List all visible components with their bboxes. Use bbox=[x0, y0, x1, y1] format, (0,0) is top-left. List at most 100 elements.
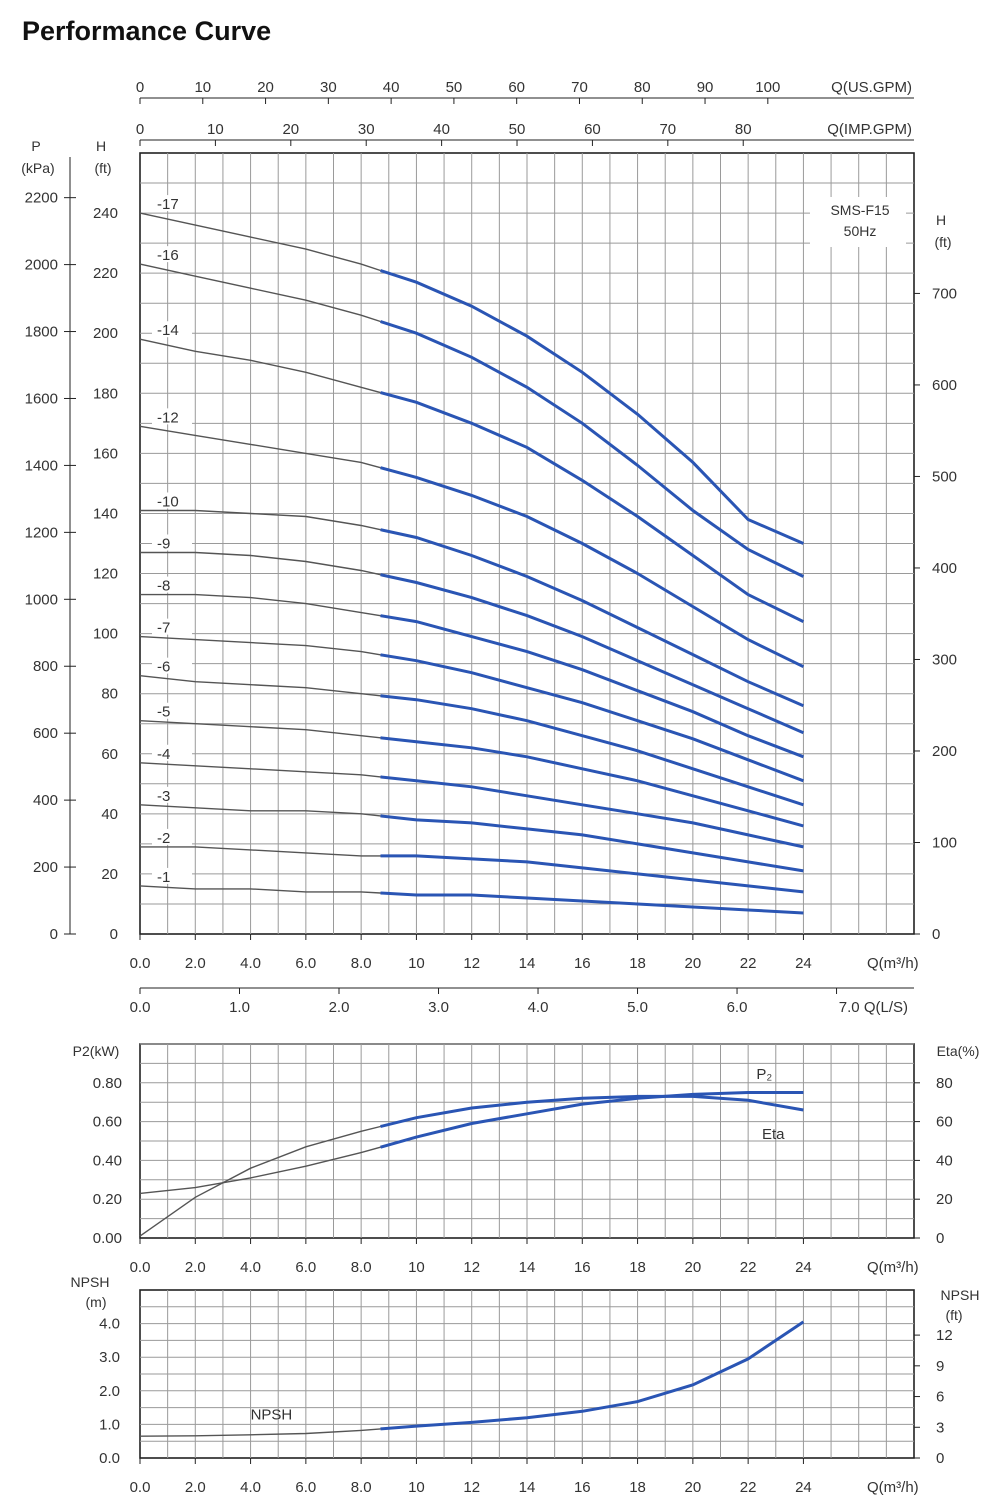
stage-label-bg bbox=[152, 744, 192, 761]
x-tick-label: 2.0 bbox=[185, 955, 206, 972]
head-curve-blue bbox=[380, 391, 805, 623]
p-kpa-tick-label: 2200 bbox=[25, 190, 58, 207]
head-curve-blue bbox=[380, 854, 804, 894]
npsh-panel: 0.0 1.0 2.0 3.0 4.0 NPSH (m) 0 3 6 9 12 NPSH (ft) NPSH… bbox=[71, 1274, 980, 1496]
head-curve-gray bbox=[139, 762, 381, 778]
x-tick-label: 0.0 bbox=[130, 1259, 151, 1276]
x-tick-label: 0.0 bbox=[130, 1479, 151, 1496]
ls-axis-tick-label: 5.0 bbox=[627, 999, 648, 1016]
p2-tick-label: 0.00 bbox=[93, 1230, 122, 1247]
top-axis-tick-label: 0 bbox=[136, 121, 144, 138]
stage-label: -8 bbox=[157, 578, 170, 595]
stage-label-bg bbox=[152, 576, 192, 593]
h-ft-tick-label: 20 bbox=[101, 866, 118, 883]
stage-label-bg bbox=[152, 195, 192, 212]
stage-label-bg bbox=[152, 534, 192, 551]
x-tick-label: 18 bbox=[629, 1479, 646, 1496]
eta-tick-label: 40 bbox=[936, 1152, 953, 1169]
head-curve-gray bbox=[139, 804, 381, 817]
stage-label-bg bbox=[152, 828, 192, 845]
x-tick-label: 14 bbox=[519, 955, 536, 972]
top-axis-tick-label: 40 bbox=[433, 121, 450, 138]
stage-label: -12 bbox=[157, 409, 179, 426]
x-tick-label: 20 bbox=[685, 955, 702, 972]
h-ft-tick-label: 240 bbox=[93, 205, 118, 222]
p-kpa-tick-label: 400 bbox=[33, 792, 58, 809]
h-ft-right-tick-label: 200 bbox=[932, 743, 957, 760]
x-tick-label: 20 bbox=[685, 1259, 702, 1276]
stage-label: -7 bbox=[157, 620, 170, 637]
top-axis-tick-label: 50 bbox=[509, 121, 526, 138]
head-curve-blue bbox=[380, 614, 804, 759]
stage-label: -10 bbox=[157, 493, 179, 510]
x-tick-label: 10 bbox=[408, 955, 425, 972]
head-curve-blue bbox=[380, 320, 805, 578]
h-ft-tick-label: 140 bbox=[93, 505, 118, 522]
npsh-m-tick-label: 3.0 bbox=[99, 1349, 120, 1366]
top-axis-tick-label: 80 bbox=[634, 79, 651, 96]
top-axis-tick-label: 100 bbox=[755, 79, 780, 96]
model-frequency-label: 50Hz bbox=[844, 223, 877, 239]
npsh-m-tick-label: 1.0 bbox=[99, 1416, 120, 1433]
ls-axis-tick-label: 4.0 bbox=[528, 999, 549, 1016]
ls-axis-tick-label: 3.0 bbox=[428, 999, 449, 1016]
p-kpa-tick-label: 1800 bbox=[25, 324, 58, 341]
top-axis-tick-label: 60 bbox=[508, 79, 525, 96]
npsh-curve-blue bbox=[380, 1320, 805, 1431]
x-tick-label: 14 bbox=[519, 1479, 536, 1496]
p-kpa-tick-label: 1400 bbox=[25, 457, 58, 474]
top-axis-tick-label: 20 bbox=[282, 121, 299, 138]
head-curve-blue bbox=[380, 736, 804, 828]
npsh-m-axis-title: (m) bbox=[86, 1294, 107, 1310]
ls-axis-tick-label: 2.0 bbox=[329, 999, 350, 1016]
npsh-m-axis-title: NPSH bbox=[71, 1274, 110, 1290]
stage-label-bg bbox=[152, 321, 192, 338]
h-ft-right-tick-label: 100 bbox=[932, 834, 957, 851]
power-panel: 0.00 0.20 0.40 0.60 0.80 P2(kW) 0 20 40 60 80 Eta(%… bbox=[73, 1043, 980, 1276]
p-kpa-tick-label: 600 bbox=[33, 725, 58, 742]
npsh-ft-axis-title: NPSH bbox=[941, 1287, 980, 1303]
p2-tick-label: 0.20 bbox=[93, 1191, 122, 1208]
stage-label: -2 bbox=[157, 830, 170, 847]
x-tick-label: 12 bbox=[463, 955, 480, 972]
series-label: Eta bbox=[762, 1126, 785, 1143]
stage-label: -4 bbox=[157, 746, 170, 763]
x-tick-label: 10 bbox=[408, 1479, 425, 1496]
stage-label: -3 bbox=[157, 788, 170, 805]
stage-label: -14 bbox=[157, 322, 179, 339]
h-ft-tick-label: 180 bbox=[93, 385, 118, 402]
ls-axis-tick-label: 6.0 bbox=[727, 999, 748, 1016]
npsh-ft-tick-label: 3 bbox=[936, 1419, 944, 1436]
npsh-ft-tick-label: 6 bbox=[936, 1389, 944, 1406]
x-tick-label: 4.0 bbox=[240, 1479, 261, 1496]
top-axis-tick-label: 30 bbox=[320, 79, 337, 96]
head-panel: 020406080100120140160180200220240H(ft)02… bbox=[21, 79, 957, 1016]
p2-tick-label: 0.60 bbox=[93, 1114, 122, 1131]
p-kpa-tick-label: 1600 bbox=[25, 390, 58, 407]
h-ft-tick-label: 220 bbox=[93, 265, 118, 282]
npsh-m-tick-label: 0.0 bbox=[99, 1450, 120, 1467]
x-tick-label: 10 bbox=[408, 1259, 425, 1276]
top-axis-tick-label: 90 bbox=[697, 79, 714, 96]
head-curve-gray bbox=[139, 635, 381, 656]
h-ft-tick-label: 0 bbox=[110, 926, 118, 943]
power-curve-blue bbox=[380, 1091, 804, 1149]
head-curve-blue bbox=[380, 694, 804, 807]
npsh-m-tick-label: 4.0 bbox=[99, 1316, 120, 1333]
stage-label: -5 bbox=[157, 704, 170, 721]
head-curve-blue bbox=[380, 814, 804, 873]
x-tick-label: 12 bbox=[463, 1479, 480, 1496]
top-axis-tick-label: 70 bbox=[659, 121, 676, 138]
h-ft-tick-label: 200 bbox=[93, 325, 118, 342]
stage-label: -6 bbox=[157, 659, 170, 676]
power-curve-blue bbox=[380, 1094, 804, 1128]
stage-label-bg bbox=[152, 492, 192, 509]
x-tick-label: 16 bbox=[574, 955, 591, 972]
stage-label-bg bbox=[152, 246, 192, 263]
ls-axis-label: 7.0 Q(L/S) bbox=[839, 999, 908, 1016]
top-axis-tick-label: 30 bbox=[358, 121, 375, 138]
stage-label-bg bbox=[152, 786, 192, 803]
head-curve-blue bbox=[380, 891, 804, 915]
head-curve-blue bbox=[380, 528, 804, 708]
npsh-ft-tick-label: 9 bbox=[936, 1358, 944, 1375]
